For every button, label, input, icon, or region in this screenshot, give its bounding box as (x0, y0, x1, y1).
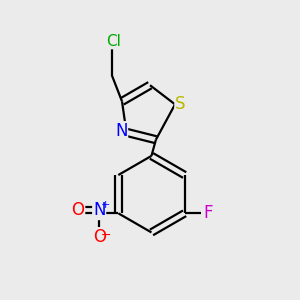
Text: N: N (115, 122, 128, 140)
Text: N: N (93, 201, 105, 219)
Text: F: F (203, 204, 213, 222)
Text: −: − (100, 229, 111, 242)
Text: O: O (71, 201, 85, 219)
Text: +: + (100, 200, 110, 210)
Text: Cl: Cl (106, 34, 121, 49)
Text: S: S (175, 95, 186, 113)
Text: O: O (93, 228, 106, 246)
